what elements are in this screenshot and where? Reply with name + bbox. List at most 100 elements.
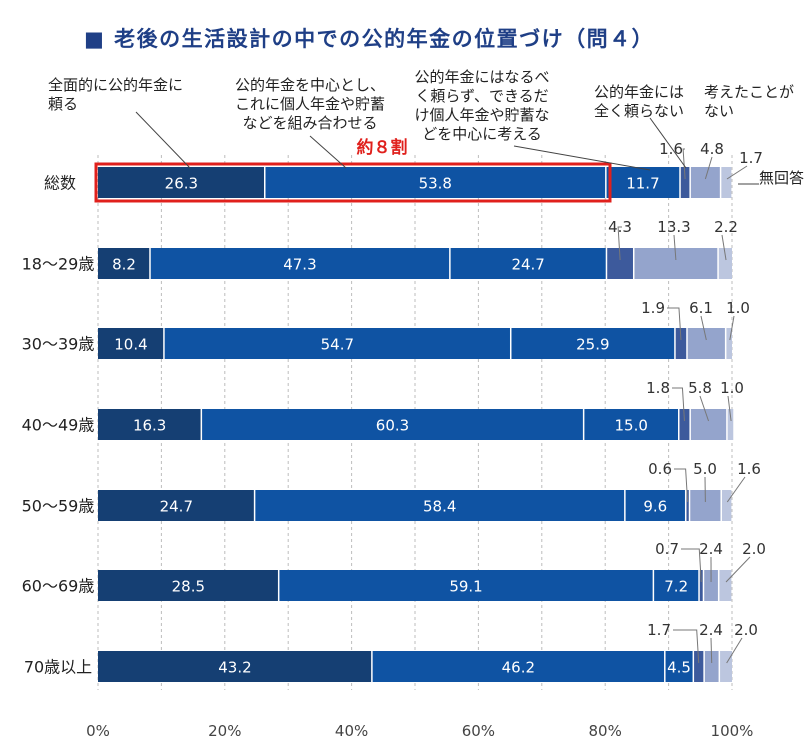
bar-segment [678, 409, 691, 440]
callout-label: 6.1 [689, 299, 713, 317]
bar-segment [201, 409, 584, 440]
callout-label: 2.0 [742, 540, 766, 558]
bar-segment [633, 248, 719, 279]
bar-segment [718, 570, 732, 601]
callout-label: 1.6 [659, 140, 683, 158]
page-title: ■ 老後の生活設計の中での公的年金の位置づけ（問４） [84, 27, 654, 51]
leader-line [726, 637, 743, 664]
leader-line [721, 234, 727, 261]
x-tick-label: 20% [208, 722, 241, 740]
data-label: 4.5 [667, 659, 691, 677]
x-tick-label: 100% [711, 722, 754, 740]
leader-line [710, 637, 713, 664]
leader-line [674, 468, 689, 503]
leader-line [672, 387, 685, 422]
bar-segment [98, 167, 265, 198]
series-legend-label: 公的年金を中心とし、 [235, 76, 385, 94]
callout-label: 1.6 [737, 460, 761, 478]
leader-line [700, 315, 707, 341]
callout-label: 1.0 [726, 299, 750, 317]
data-label: 11.7 [626, 175, 659, 193]
bar-segment [693, 651, 705, 682]
category-label: 40～49歳 [22, 416, 95, 435]
data-label: 43.2 [218, 659, 251, 677]
callout-label: 13.3 [657, 218, 690, 236]
x-tick-label: 0% [86, 722, 110, 740]
data-label: 9.6 [643, 498, 667, 516]
bar-segment [718, 248, 732, 279]
bar-segment [264, 167, 606, 198]
bar-segment [510, 328, 675, 359]
bar-segment [624, 490, 686, 521]
data-label: 24.7 [160, 498, 193, 516]
bar-segment [98, 490, 255, 521]
bar-segment [726, 409, 734, 440]
callout-label: 1.8 [646, 379, 670, 397]
bar-segment [98, 409, 202, 440]
series-legend-label: 無回答 [759, 169, 804, 187]
bar-segment [699, 570, 704, 601]
series-legend-label: ない [704, 102, 734, 120]
data-label: 53.8 [419, 175, 452, 193]
data-label: 7.2 [664, 578, 688, 596]
leader-line [727, 395, 732, 422]
bar-segment [98, 248, 150, 279]
bar-segment [449, 248, 607, 279]
callout-label: 1.7 [647, 621, 671, 639]
data-label: 46.2 [502, 659, 535, 677]
leader-line [704, 156, 713, 180]
bar-segment [690, 167, 721, 198]
x-tick-label: 60% [462, 722, 495, 740]
bar-segment [163, 328, 511, 359]
legend-leader [309, 135, 347, 169]
leader-line [726, 476, 746, 503]
callout-label: 5.8 [688, 379, 712, 397]
series-legend-label: 頼る [48, 95, 78, 113]
data-label: 26.3 [165, 175, 198, 193]
bar-segment [686, 328, 726, 359]
data-label: 58.4 [423, 498, 456, 516]
callout-label: 1.9 [641, 299, 665, 317]
series-legend-label: く頼らず、できるだ [415, 87, 548, 105]
leader-line [726, 165, 748, 180]
bar-segment [674, 328, 687, 359]
bar-segment [725, 328, 732, 359]
bar-segment [149, 248, 450, 279]
leader-line [667, 307, 682, 341]
leader-line [682, 148, 686, 180]
legend-leader [649, 117, 687, 169]
series-legend-label: 全く頼らない [594, 102, 684, 120]
highlight-box [94, 162, 612, 203]
bar-segment [721, 490, 732, 521]
leader-line [681, 548, 702, 583]
category-label: 18～29歳 [22, 255, 95, 274]
data-label: 54.7 [321, 336, 354, 354]
leader-line [673, 234, 677, 261]
data-label: 28.5 [172, 578, 205, 596]
bar-segment [690, 409, 727, 440]
series-legend-label: これに個人年金や貯蓄 [235, 95, 385, 113]
leader-line [725, 556, 751, 583]
callout-label: 0.6 [648, 460, 672, 478]
x-tick-label: 40% [335, 722, 368, 740]
callout-label: 5.0 [693, 460, 717, 478]
bar-segment [98, 328, 164, 359]
data-label: 16.3 [133, 417, 166, 435]
bar-segment [98, 570, 279, 601]
data-label: 25.9 [576, 336, 609, 354]
callout-label: 1.0 [720, 379, 744, 397]
series-legend-label: 考えたことが [704, 83, 794, 101]
callout-label: 2.4 [699, 621, 723, 639]
data-label: 24.7 [511, 256, 544, 274]
bar-segment [254, 490, 625, 521]
category-label: 50～59歳 [22, 497, 95, 516]
bar-segment [653, 570, 700, 601]
callout-label: 2.4 [699, 540, 723, 558]
bar-segment [703, 570, 719, 601]
bar-segment [583, 409, 679, 440]
series-legend-label: 公的年金にはなるべ [414, 68, 549, 86]
series-legend-label: 公的年金には [594, 83, 684, 101]
data-label: 8.2 [112, 256, 136, 274]
data-label: 47.3 [283, 256, 316, 274]
